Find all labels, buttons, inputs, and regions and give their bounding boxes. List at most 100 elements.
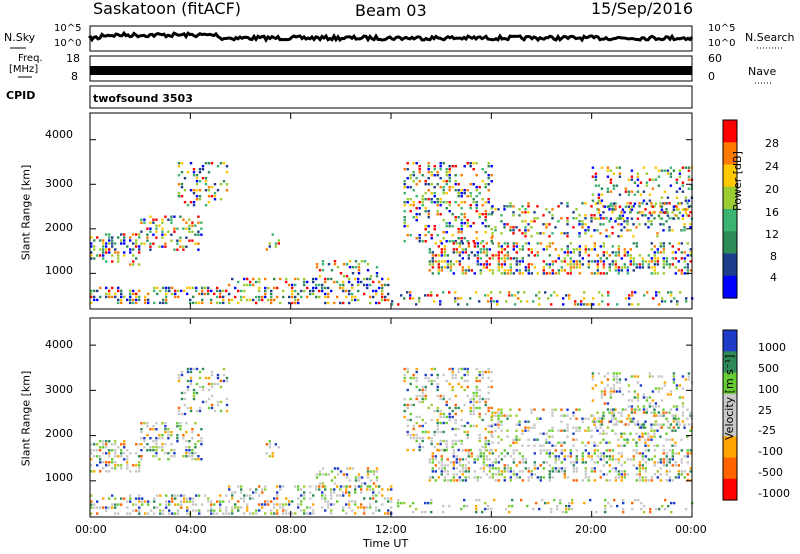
power-cell: [454, 291, 457, 294]
power-cell: [430, 171, 433, 174]
velocity-cell: [527, 479, 530, 482]
velocity-cell: [575, 408, 578, 411]
velocity-cell: [442, 439, 445, 443]
velocity-cell: [189, 367, 193, 371]
velocity-cell: [617, 461, 620, 464]
velocity-cell: [644, 432, 647, 435]
velocity-cell: [521, 458, 524, 461]
velocity-cell: [657, 387, 661, 390]
power-cell: [627, 190, 631, 193]
velocity-cell: [490, 448, 493, 452]
velocity-cell: [207, 497, 210, 500]
velocity-cell: [600, 396, 604, 399]
velocity-cell: [605, 441, 608, 444]
velocity-cell: [90, 449, 93, 452]
velocity-cell: [207, 500, 210, 503]
power-cell: [186, 204, 190, 207]
power-cell: [225, 183, 229, 186]
velocity-cell: [111, 461, 114, 464]
velocity-cell: [650, 426, 653, 429]
velocity-cell: [575, 438, 578, 441]
power-cell: [153, 286, 156, 290]
power-cell: [545, 226, 548, 229]
power-cell: [252, 283, 255, 287]
velocity-cell: [321, 482, 325, 485]
velocity-cell: [390, 497, 393, 500]
velocity-cell: [539, 444, 542, 447]
power-cell: [195, 198, 199, 201]
power-cell: [524, 211, 527, 214]
power-cell: [369, 283, 372, 287]
nsky-tick-top: 10^5: [54, 23, 82, 34]
velocity-cell: [354, 491, 357, 494]
velocity-cell: [663, 381, 667, 384]
velocity-cell: [469, 448, 472, 452]
power-cell: [602, 254, 605, 257]
power-cell: [201, 289, 204, 293]
velocity-cell: [458, 458, 461, 461]
power-cell: [612, 187, 616, 190]
power-cell: [434, 260, 437, 263]
velocity-cell: [111, 449, 114, 452]
power-cell: [472, 183, 475, 186]
velocity-cell: [446, 458, 449, 461]
velocity-cell: [424, 388, 427, 392]
power-cell: [161, 221, 164, 224]
power-cell: [455, 260, 458, 263]
velocity-cell: [436, 427, 439, 431]
velocity-cell: [155, 428, 158, 431]
power-cell: [437, 272, 440, 275]
velocity-cell: [174, 512, 177, 515]
power-cell: [185, 236, 188, 239]
velocity-cell: [626, 438, 629, 441]
velocity-cell: [479, 467, 482, 470]
velocity-cell: [668, 438, 671, 441]
velocity-cell: [179, 422, 182, 425]
velocity-cell: [606, 378, 610, 381]
power-colorbar-swatch: [723, 120, 737, 143]
velocity-cell: [418, 448, 421, 452]
velocity-cell: [548, 473, 551, 476]
velocity-cell: [587, 426, 590, 429]
power-cell: [114, 292, 117, 296]
power-cell: [421, 240, 424, 243]
power-cell: [490, 180, 493, 183]
velocity-cell: [446, 479, 449, 482]
power-cell: [406, 168, 409, 171]
velocity-cell: [129, 500, 132, 503]
power-cell: [521, 232, 524, 235]
velocity-cell: [158, 458, 161, 461]
power-cell: [357, 272, 361, 275]
velocity-cell: [430, 510, 433, 514]
power-cell: [445, 171, 448, 174]
velocity-cell: [452, 464, 455, 467]
velocity-cell: [421, 439, 424, 443]
power-cell: [677, 248, 680, 251]
velocity-cell: [168, 509, 171, 512]
velocity-cell: [626, 458, 629, 461]
velocity-cell: [138, 512, 141, 515]
velocity-cell: [219, 509, 222, 512]
power-cell: [548, 245, 551, 248]
power-cell: [494, 229, 497, 232]
power-cell: [672, 217, 676, 220]
velocity-cell: [467, 452, 470, 455]
power-cell: [161, 218, 164, 221]
velocity-cell: [484, 400, 487, 404]
power-cell: [530, 263, 533, 266]
velocity-cell: [321, 467, 325, 470]
power-cell: [439, 204, 442, 207]
velocity-cell: [197, 455, 200, 458]
velocity-cell: [170, 443, 173, 446]
velocity-cell: [506, 429, 509, 432]
velocity-cell: [180, 506, 183, 509]
power-cell: [572, 266, 575, 269]
power-cell: [623, 263, 626, 266]
power-cell: [593, 229, 596, 232]
velocity-cell: [668, 479, 671, 482]
power-cell: [659, 202, 662, 205]
power-cell: [234, 295, 237, 299]
velocity-cell: [515, 435, 518, 438]
velocity-cell: [515, 414, 518, 417]
velocity-cell: [557, 441, 560, 444]
